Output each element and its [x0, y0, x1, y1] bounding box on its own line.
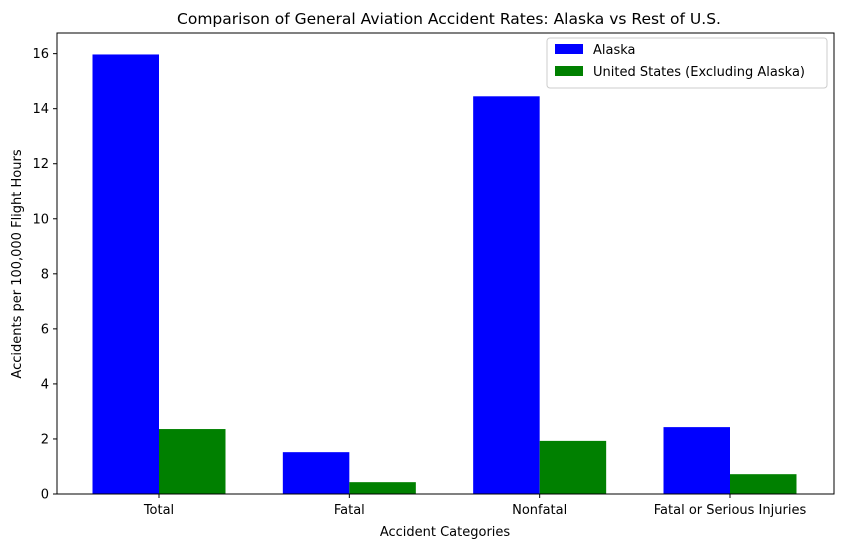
y-tick-label: 8 — [41, 267, 49, 282]
y-tick-label: 14 — [32, 102, 49, 117]
x-tick-label: Fatal — [334, 503, 365, 518]
bar-us-excl-alaska-1 — [349, 482, 416, 494]
plot-frame — [56, 32, 835, 495]
y-tick-label: 12 — [32, 157, 49, 172]
y-tick-label: 0 — [41, 488, 49, 503]
bar-alaska-1 — [282, 452, 350, 494]
y-tick-label: 6 — [41, 322, 49, 337]
x-axis-label: Accident Categories — [380, 525, 511, 540]
y-tick-label: 16 — [32, 47, 49, 62]
y-axis: 0 2 4 6 8 10 12 14 16 — [32, 47, 57, 503]
bar-us-excl-alaska-3 — [730, 474, 797, 494]
y-tick-label: 10 — [32, 212, 49, 227]
legend-swatch-alaska — [555, 44, 583, 54]
y-axis-label: Accidents per 100,000 Flight Hours — [10, 149, 25, 378]
bar-us-excl-alaska-0 — [159, 429, 226, 494]
legend-swatch-us-excl-alaska — [555, 66, 583, 76]
bar-alaska-2 — [473, 96, 540, 495]
legend: Alaska United States (Excluding Alaska) — [546, 37, 828, 89]
bar-alaska-0 — [92, 54, 159, 494]
legend-box — [546, 37, 828, 89]
y-tick-label: 2 — [41, 432, 49, 447]
y-tick-label: 4 — [41, 377, 49, 392]
legend-label-alaska: Alaska — [593, 43, 636, 58]
x-tick-label: Fatal or Serious Injuries — [654, 503, 807, 518]
bars-layer — [92, 54, 797, 495]
x-axis: Total Fatal Nonfatal Fatal or Serious Injur… — [143, 494, 807, 518]
x-tick-label: Nonfatal — [512, 503, 567, 518]
chart-title: Comparison of General Aviation Accident … — [177, 10, 721, 28]
bar-alaska-3 — [663, 427, 730, 494]
legend-label-us-excl-alaska: United States (Excluding Alaska) — [593, 65, 805, 80]
bar-us-excl-alaska-2 — [539, 440, 607, 494]
x-tick-label: Total — [143, 503, 174, 518]
